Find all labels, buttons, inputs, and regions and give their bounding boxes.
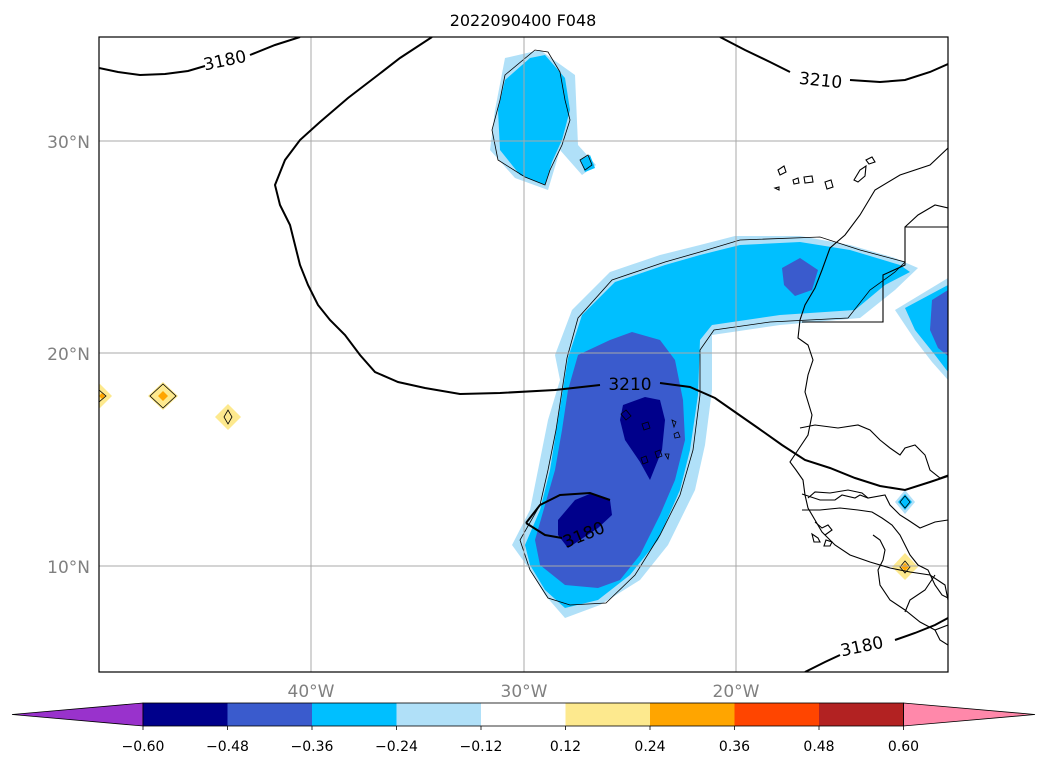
colorbar-extend-high [903, 702, 1036, 727]
colorbar-segment [565, 703, 651, 726]
colorbar-segment [227, 703, 313, 726]
colorbar-tick-label: −0.60 [122, 739, 165, 755]
colorbar-segment [481, 703, 566, 726]
colorbar: −0.60 −0.48 −0.36 −0.24 −0.12 0.12 0.24 0.36 0.4… [11, 702, 1036, 755]
colorbar-segment [312, 703, 397, 726]
colorbar-tick-label: 0.48 [803, 739, 834, 755]
lon-tick-labels: 40°W 30°W 20°W [288, 682, 760, 702]
colorbar-extend-low [11, 702, 144, 727]
colorbar-tick-label: 0.36 [719, 739, 750, 755]
colorbar-frame [142, 702, 904, 727]
colorbar-segment [650, 703, 735, 726]
map-area: 3180 3210 3210 3180 3180 [99, 37, 948, 672]
coastlines [773, 147, 948, 646]
shading-yellow [99, 382, 918, 580]
graticule [99, 37, 948, 672]
colorbar-segment [143, 703, 228, 726]
contour-label: 3180 [839, 633, 885, 662]
shading-orange [99, 391, 909, 571]
shading-outlines [99, 49, 911, 606]
colorbar-segment [396, 703, 482, 726]
contour-label: 3180 [202, 47, 248, 76]
contour-label: 3210 [798, 69, 843, 93]
colorbar-tick-label: −0.36 [291, 739, 334, 755]
contour-label: 3210 [608, 375, 651, 395]
colorbar-tick-label: 0.24 [634, 739, 665, 755]
height-contours [99, 37, 948, 672]
lat-tick-label: 30°N [47, 133, 90, 153]
lat-tick-labels: 30°N 20°N 10°N [47, 133, 90, 578]
lon-tick-label: 30°W [501, 682, 548, 702]
colorbar-tick-label: −0.24 [375, 739, 418, 755]
colorbar-segment [734, 703, 820, 726]
figure-title: 2022090400 F048 [450, 11, 597, 30]
lat-tick-label: 20°N [47, 345, 90, 365]
colorbar-tick-label: 0.12 [550, 739, 581, 755]
lat-tick-label: 10°N [47, 558, 90, 578]
lon-tick-label: 20°W [713, 682, 760, 702]
colorbar-tick-label: −0.48 [206, 739, 249, 755]
colorbar-segment [819, 703, 904, 726]
map-frame [98, 36, 949, 673]
shading-navy [558, 397, 665, 548]
colorbar-tick-label: 0.60 [888, 739, 919, 755]
lon-tick-label: 40°W [288, 682, 335, 702]
colorbar-tick-label: −0.12 [460, 739, 503, 755]
